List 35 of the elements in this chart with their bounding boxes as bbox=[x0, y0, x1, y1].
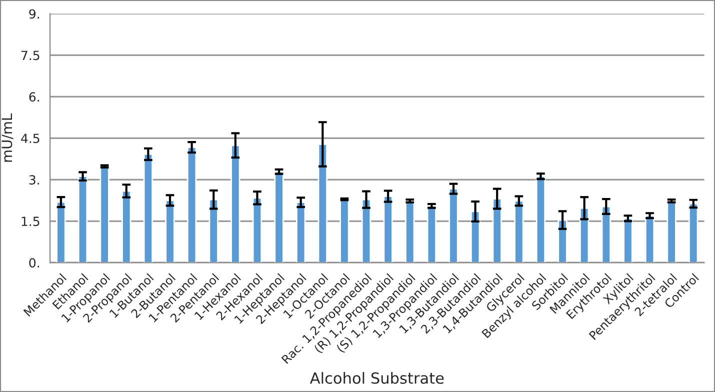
bar bbox=[579, 207, 590, 263]
bar bbox=[492, 198, 502, 263]
bar bbox=[208, 198, 218, 263]
y-tick-label: 9. bbox=[29, 9, 39, 19]
bar bbox=[230, 144, 240, 263]
bar bbox=[56, 201, 66, 263]
bar bbox=[558, 219, 568, 263]
bar bbox=[165, 200, 175, 263]
bar bbox=[318, 144, 328, 263]
y-tick-label: 7.5 bbox=[21, 50, 40, 60]
bar bbox=[448, 188, 458, 263]
bar bbox=[623, 218, 633, 263]
y-tick-label: 3. bbox=[29, 175, 39, 185]
bar bbox=[143, 154, 154, 263]
bar bbox=[514, 200, 524, 263]
y-tick-label: 0. bbox=[29, 258, 39, 268]
bar bbox=[536, 176, 546, 263]
y-tick-label: 6. bbox=[29, 92, 39, 102]
bar bbox=[470, 210, 480, 263]
y-tick-label: 4.5 bbox=[21, 134, 40, 144]
bar bbox=[274, 170, 284, 263]
x-axis-title: Alcohol Substrate bbox=[310, 372, 444, 384]
bar bbox=[361, 198, 372, 263]
bar bbox=[688, 203, 698, 263]
bar bbox=[122, 190, 132, 263]
bar bbox=[601, 206, 611, 263]
y-tick-label: 1.5 bbox=[22, 216, 40, 226]
y-axis-title: mU/mL bbox=[2, 113, 14, 162]
bar bbox=[78, 176, 88, 263]
bar bbox=[252, 197, 262, 263]
bar bbox=[644, 214, 655, 263]
bar bbox=[426, 205, 437, 263]
bar bbox=[186, 146, 197, 263]
bar bbox=[296, 202, 306, 263]
bar bbox=[383, 196, 393, 263]
